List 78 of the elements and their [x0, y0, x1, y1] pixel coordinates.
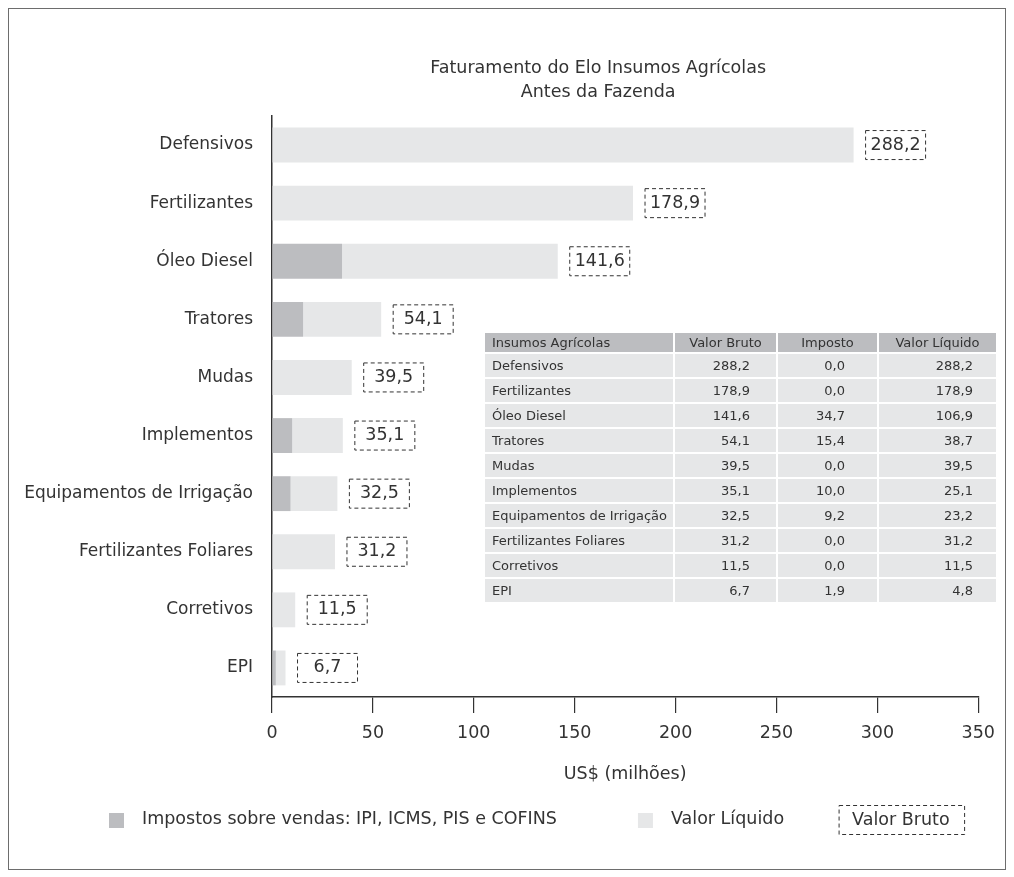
- annotation: 31,2: [675, 529, 776, 552]
- annotation: Valor Líquido: [879, 333, 996, 352]
- total-label: 6,7: [313, 656, 342, 677]
- chart-title: Faturamento do Elo Insumos Agrícolas: [430, 56, 767, 77]
- category-label: Implementos: [492, 483, 578, 498]
- annotation: 4,8: [879, 579, 996, 602]
- y-tick-label: Corretivos: [166, 598, 254, 619]
- annotation: 10,0: [778, 479, 877, 502]
- y-tick-label: Equipamentos de Irrigação: [24, 482, 253, 503]
- x-tick-label: 100: [457, 722, 491, 743]
- text: 54,1: [721, 433, 750, 448]
- annotation: 0,0: [778, 529, 877, 552]
- annotation: 0,0: [778, 554, 877, 577]
- total-label: 141,6: [574, 249, 625, 270]
- text: 11,5: [944, 558, 973, 573]
- total-label: 54,1: [403, 307, 443, 328]
- text: 288,2: [935, 358, 973, 373]
- y-tick-label: Implementos: [141, 423, 254, 444]
- total-label: 31,2: [357, 540, 397, 561]
- y-tick-label: Mudas: [197, 365, 254, 386]
- y-tick-label: Tratores: [183, 307, 254, 328]
- x-tick-label: 150: [558, 722, 592, 743]
- category-label: Corretivos: [492, 558, 559, 573]
- annotation: Valor Bruto: [675, 333, 776, 352]
- text: 31,2: [944, 533, 973, 548]
- legend-label: Impostos sobre vendas: IPI, ICMS, PIS e COFINS: [142, 807, 557, 828]
- category-label: Equipamentos de Irrigação: [492, 508, 667, 523]
- y-tick-label: Defensivos: [159, 133, 254, 154]
- annotation: 25,1: [879, 479, 996, 502]
- x-tick-label: 50: [361, 722, 385, 743]
- x-tick-label: 350: [961, 722, 995, 743]
- x-tick-label: 250: [759, 722, 794, 743]
- annotation: Imposto: [778, 333, 877, 352]
- annotation: 39,5: [675, 454, 776, 477]
- total-label: 11,5: [317, 598, 357, 619]
- annotation: 1,9: [778, 579, 877, 602]
- category-label: Óleo Diesel: [492, 408, 566, 423]
- x-tick-label: 200: [658, 722, 693, 743]
- y-tick-label: Fertilizantes Foliares: [78, 540, 254, 561]
- annotation: 34,7: [778, 404, 877, 427]
- annotation: 288,2: [675, 354, 776, 377]
- x-axis-title: US$ (milhões): [563, 763, 687, 784]
- text: 35,1: [721, 483, 750, 498]
- annotation: 106,9: [879, 404, 996, 427]
- annotation: Insumos Agrícolas: [485, 333, 673, 352]
- category-label: Mudas: [492, 458, 535, 473]
- text: 39,5: [944, 458, 973, 473]
- y-tick-label: EPI: [226, 656, 253, 677]
- category-label: Defensivos: [492, 358, 564, 373]
- annotation: 15,4: [778, 429, 877, 452]
- category-label: Fertilizantes: [492, 383, 571, 398]
- category-label: Fertilizantes Foliares: [492, 533, 626, 548]
- total-label: 178,9: [649, 191, 701, 212]
- category-label: EPI: [492, 583, 512, 598]
- chart-subtitle: Antes da Fazenda: [520, 80, 676, 101]
- annotation: 11,5: [675, 554, 776, 577]
- x-tick-label: 300: [860, 722, 895, 743]
- y-tick-label: Fertilizantes: [149, 191, 254, 212]
- total-label: 288,2: [870, 133, 921, 154]
- annotation: 0,0: [778, 354, 877, 377]
- text: 141,6: [712, 408, 750, 423]
- annotation: 9,2: [778, 504, 877, 527]
- annotation: 0,0: [778, 454, 877, 477]
- x-tick-label: 0: [266, 722, 278, 743]
- category-label: Tratores: [492, 433, 545, 448]
- annotation: 38,7: [879, 429, 996, 452]
- annotation: 0,0: [778, 379, 877, 402]
- total-label: 35,1: [365, 424, 405, 445]
- legend-label: Valor Líquido: [670, 807, 785, 828]
- total-label: 32,5: [359, 482, 399, 503]
- text: 32,5: [721, 508, 750, 523]
- text: Valor Bruto: [852, 809, 950, 830]
- y-tick-label: Óleo Diesel: [156, 248, 253, 270]
- text: 178,9: [935, 383, 973, 398]
- annotation: 23,2: [879, 504, 996, 527]
- text: 6,7: [729, 583, 750, 598]
- total-label: 39,5: [374, 366, 414, 386]
- annotation: 178,9: [675, 379, 776, 402]
